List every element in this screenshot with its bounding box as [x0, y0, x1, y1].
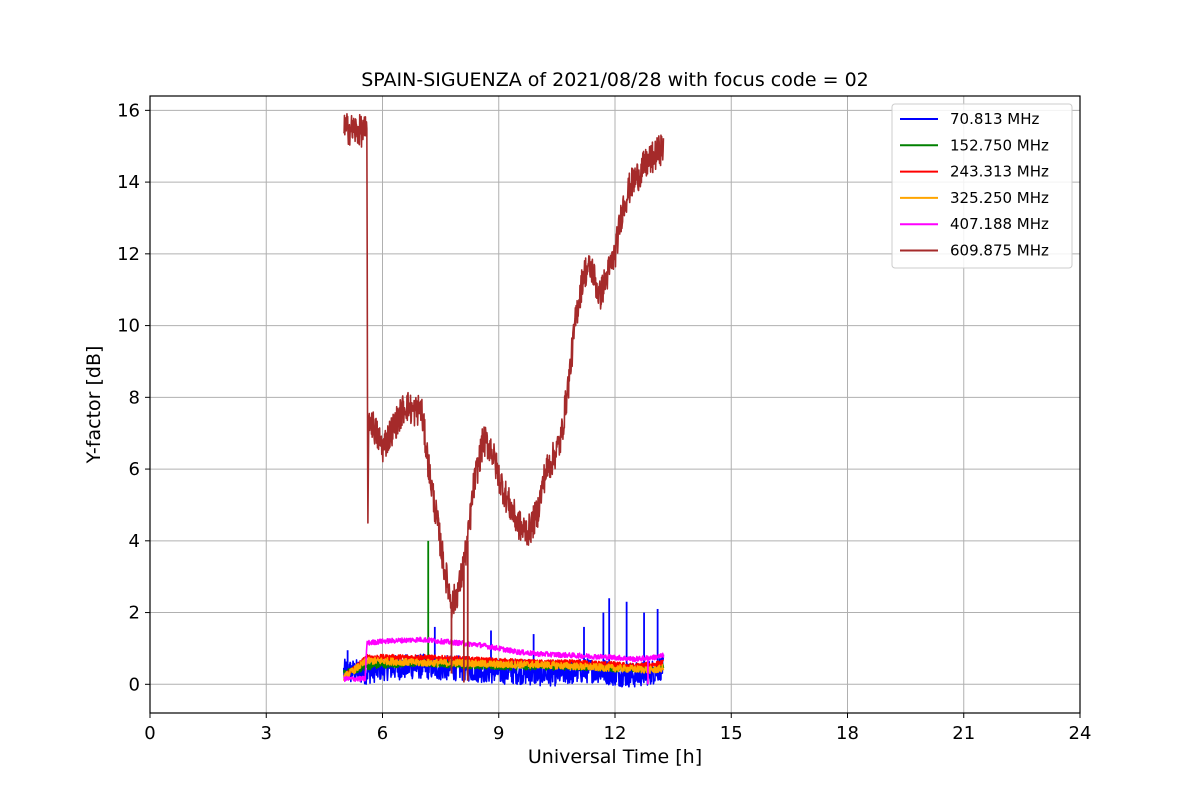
y-tick-label: 4	[129, 531, 140, 552]
legend-label: 152.750 MHz	[950, 136, 1049, 154]
legend-label: 407.188 MHz	[950, 215, 1049, 233]
legend: 70.813 MHz 152.750 MHz 243.313 MHz 325.250 …	[891, 103, 1073, 269]
y-tick-label: 6	[129, 459, 140, 480]
y-tick-label: 0	[129, 674, 140, 695]
series-line-2	[343, 653, 665, 681]
y-tick-label: 10	[117, 316, 140, 337]
y-tick-label: 12	[117, 244, 140, 265]
x-tick-label: 21	[952, 723, 975, 744]
x-tick-label: 9	[493, 723, 504, 744]
x-tick-label: 0	[144, 723, 155, 744]
y-tick-label: 16	[117, 100, 140, 121]
x-tick-label: 24	[1069, 723, 1092, 744]
x-axis-label: Universal Time [h]	[528, 746, 702, 768]
legend-label: 70.813 MHz	[950, 110, 1039, 128]
legend-label: 609.875 MHz	[950, 242, 1049, 260]
y-tick-label: 8	[129, 387, 140, 408]
series-line-5	[343, 112, 665, 619]
y-tick-label: 14	[117, 172, 140, 193]
series-line-4	[343, 636, 665, 683]
series-line-3	[342, 656, 665, 681]
chart-title: SPAIN-SIGUENZA of 2021/08/28 with focus …	[361, 69, 869, 91]
x-tick-label: 15	[720, 723, 743, 744]
x-tick-label: 12	[604, 723, 627, 744]
x-tick-label: 3	[261, 723, 272, 744]
y-tick-label: 2	[129, 603, 140, 624]
legend-label: 243.313 MHz	[950, 163, 1049, 181]
y-axis-label: Y-factor [dB]	[83, 346, 105, 465]
x-tick-label: 6	[377, 723, 388, 744]
x-tick-label: 18	[836, 723, 859, 744]
legend-label: 325.250 MHz	[950, 189, 1049, 207]
series-layer	[342, 112, 665, 688]
